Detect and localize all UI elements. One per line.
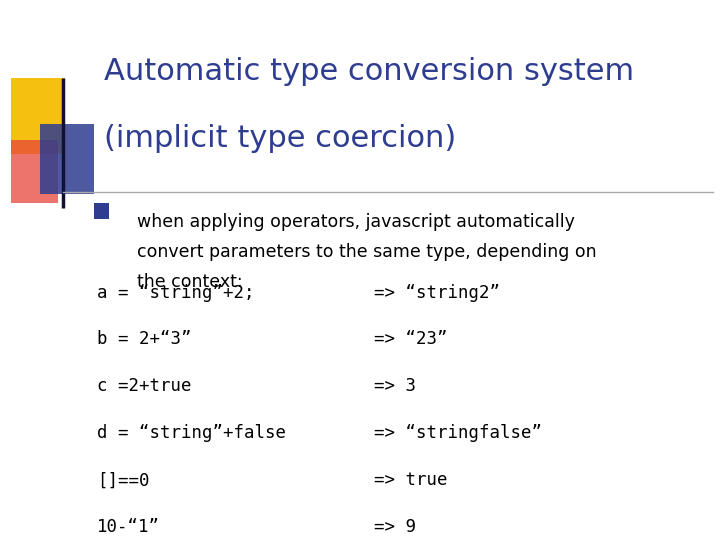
Text: convert parameters to the same type, depending on: convert parameters to the same type, dep…: [137, 243, 596, 261]
Text: when applying operators, javascript automatically: when applying operators, javascript auto…: [137, 213, 575, 231]
Text: []==0: []==0: [97, 471, 150, 489]
Text: => 9: => 9: [374, 518, 416, 536]
Text: the context:: the context:: [137, 273, 243, 291]
Text: => true: => true: [374, 471, 448, 489]
FancyBboxPatch shape: [11, 78, 65, 154]
Text: => “23”: => “23”: [374, 330, 448, 348]
Text: a = “string”+2;: a = “string”+2;: [97, 284, 255, 301]
Text: b = 2+“3”: b = 2+“3”: [97, 330, 192, 348]
Text: => 3: => 3: [374, 377, 416, 395]
FancyBboxPatch shape: [94, 203, 109, 219]
Text: (implicit type coercion): (implicit type coercion): [104, 124, 456, 153]
Text: Automatic type conversion system: Automatic type conversion system: [104, 57, 634, 86]
FancyBboxPatch shape: [11, 140, 58, 202]
Text: 10-“1”: 10-“1”: [97, 518, 160, 536]
Text: => “stringfalse”: => “stringfalse”: [374, 424, 542, 442]
Text: d = “string”+false: d = “string”+false: [97, 424, 287, 442]
FancyBboxPatch shape: [40, 124, 94, 194]
Text: => “string2”: => “string2”: [374, 284, 500, 301]
Text: c =2+true: c =2+true: [97, 377, 192, 395]
